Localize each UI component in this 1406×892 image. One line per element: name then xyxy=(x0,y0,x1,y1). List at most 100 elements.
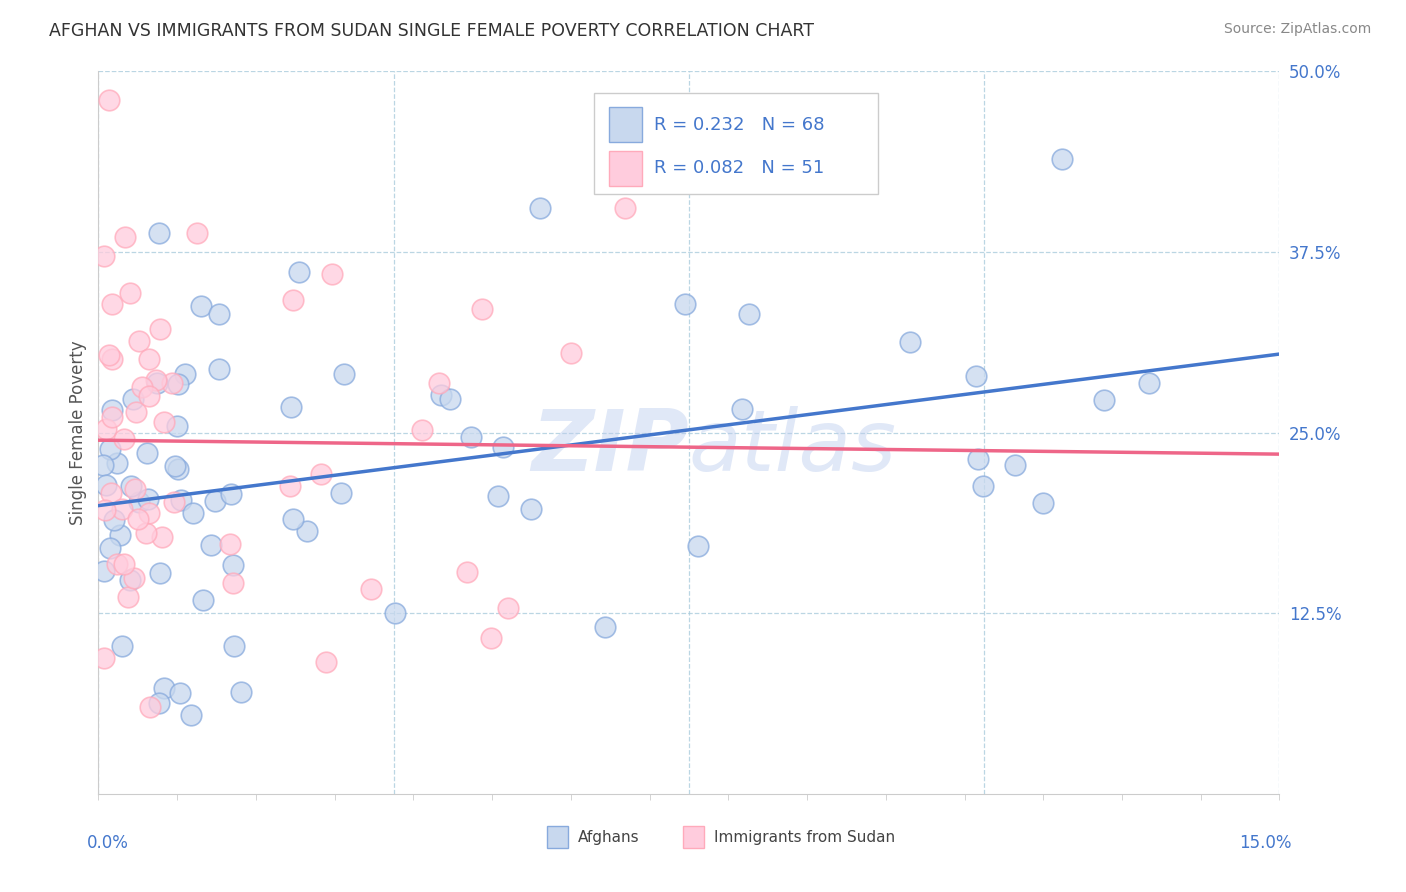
Point xyxy=(1137,376,1160,390)
Point xyxy=(460,429,482,443)
Point xyxy=(100,486,122,500)
Point xyxy=(163,495,186,509)
Point xyxy=(97,348,120,362)
Point xyxy=(898,334,921,349)
Point xyxy=(411,423,433,437)
Point xyxy=(167,376,190,391)
Point xyxy=(486,490,509,504)
Point xyxy=(191,592,214,607)
Point xyxy=(295,524,318,538)
Point xyxy=(101,297,124,311)
Point xyxy=(222,576,245,591)
Point xyxy=(321,267,343,281)
Point xyxy=(560,346,582,360)
Point xyxy=(288,265,311,279)
Point xyxy=(135,526,157,541)
Point xyxy=(98,93,121,107)
Point xyxy=(384,606,406,620)
Text: ZIP: ZIP xyxy=(531,406,689,489)
Bar xyxy=(609,151,641,186)
Point xyxy=(120,286,142,301)
Point xyxy=(439,392,461,406)
Point xyxy=(429,388,451,402)
Point xyxy=(148,226,170,240)
Point xyxy=(281,512,304,526)
Y-axis label: Single Female Poverty: Single Female Poverty xyxy=(69,341,87,524)
Point xyxy=(190,299,212,313)
Point xyxy=(93,651,115,665)
Point xyxy=(112,558,135,572)
Point xyxy=(169,685,191,699)
Text: Afghans: Afghans xyxy=(578,830,640,845)
Point xyxy=(183,506,205,520)
Point xyxy=(360,582,382,596)
Point xyxy=(731,401,754,416)
Point xyxy=(1032,496,1054,510)
Point xyxy=(149,321,172,335)
Bar xyxy=(609,108,641,142)
Point xyxy=(101,402,124,417)
Point xyxy=(280,401,302,415)
Point xyxy=(108,527,131,541)
Point xyxy=(152,415,174,429)
Point xyxy=(972,478,994,492)
Point xyxy=(219,487,242,501)
Point xyxy=(91,458,114,472)
Bar xyxy=(547,826,568,848)
Text: Source: ZipAtlas.com: Source: ZipAtlas.com xyxy=(1223,22,1371,37)
Text: atlas: atlas xyxy=(689,406,897,489)
Point xyxy=(145,373,167,387)
Point xyxy=(231,685,253,699)
Point xyxy=(471,301,494,316)
Point xyxy=(1092,393,1115,408)
Point xyxy=(93,564,115,578)
Point xyxy=(118,573,141,587)
Point xyxy=(166,419,188,434)
Point xyxy=(103,513,125,527)
Text: Immigrants from Sudan: Immigrants from Sudan xyxy=(714,830,894,845)
Point xyxy=(492,440,515,454)
Point xyxy=(153,681,176,696)
Point xyxy=(315,655,337,669)
Point xyxy=(167,461,190,475)
Point xyxy=(208,306,231,320)
Point xyxy=(673,297,696,311)
Point xyxy=(427,376,450,390)
Point xyxy=(309,467,332,481)
Bar xyxy=(683,826,704,848)
Point xyxy=(149,566,172,580)
FancyBboxPatch shape xyxy=(595,93,877,194)
Point xyxy=(121,392,143,406)
Point xyxy=(1050,152,1073,166)
Point xyxy=(330,486,353,500)
Point xyxy=(138,506,160,520)
Point xyxy=(496,600,519,615)
Point xyxy=(150,530,173,544)
Point xyxy=(965,369,987,384)
Point xyxy=(112,432,135,446)
Point xyxy=(148,697,170,711)
Point xyxy=(174,368,197,382)
Point xyxy=(278,479,301,493)
Point xyxy=(125,405,148,419)
Point xyxy=(136,492,159,507)
Point xyxy=(138,389,160,403)
Point xyxy=(127,512,149,526)
Point xyxy=(479,631,502,645)
Point xyxy=(200,538,222,552)
Point xyxy=(98,442,121,456)
Point xyxy=(131,380,153,394)
Point xyxy=(186,226,208,240)
Point xyxy=(204,494,226,508)
Point xyxy=(207,362,229,376)
Point xyxy=(105,557,128,571)
Point xyxy=(520,501,543,516)
Text: 0.0%: 0.0% xyxy=(87,834,128,852)
Point xyxy=(128,494,150,508)
Point xyxy=(738,307,761,321)
Point xyxy=(98,541,121,555)
Point xyxy=(170,492,193,507)
Point xyxy=(162,376,184,390)
Point xyxy=(101,410,124,425)
Point xyxy=(219,537,242,551)
